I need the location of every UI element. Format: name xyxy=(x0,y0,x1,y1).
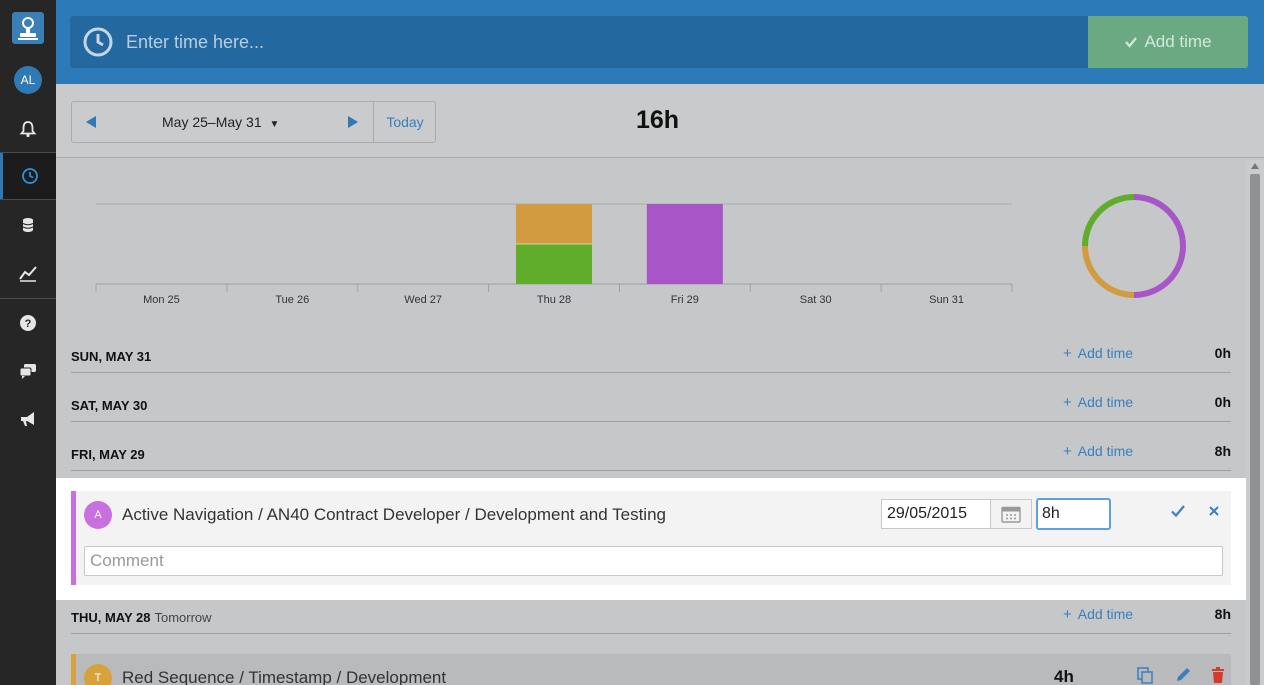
add-time-label: Add time xyxy=(1077,394,1134,410)
avatar[interactable]: AL xyxy=(14,66,42,94)
database-icon xyxy=(22,218,34,232)
project-donut-chart xyxy=(1082,194,1186,298)
sidebar-item-reports[interactable] xyxy=(0,250,56,296)
sidebar-item-help[interactable]: ? xyxy=(0,300,56,346)
day-total: 8h xyxy=(1214,606,1231,622)
add-time-label: Add time xyxy=(1077,443,1134,459)
add-time-label: Add time xyxy=(1077,606,1134,622)
scrollbar[interactable] xyxy=(1246,160,1264,685)
week-total: 16h xyxy=(636,106,680,134)
plus-icon: + xyxy=(1063,394,1072,411)
sidebar-item-projects[interactable] xyxy=(0,202,56,248)
day-label: THU, MAY 28 Tomorrow xyxy=(71,610,212,625)
plus-icon: + xyxy=(1063,345,1072,362)
next-week-icon[interactable] xyxy=(346,114,360,130)
bell-icon xyxy=(19,121,37,138)
donut-slice xyxy=(1082,194,1135,247)
sidebar: AL ? xyxy=(0,0,56,685)
project-avatar: A xyxy=(84,501,112,529)
clock-icon xyxy=(83,27,113,57)
chart-tick-label: Sun 31 xyxy=(929,294,964,306)
trash-icon[interactable] xyxy=(1210,666,1226,684)
sidebar-divider xyxy=(0,152,56,153)
chart-tick-label: Mon 25 xyxy=(143,294,180,306)
chart-tick-label: Sat 30 xyxy=(800,294,832,306)
add-time-label: Add time xyxy=(1077,345,1134,361)
week-range-label: May 25–May 31 xyxy=(162,114,262,130)
time-input[interactable] xyxy=(126,26,1066,58)
project-avatar: T xyxy=(84,664,112,685)
chart-bar xyxy=(516,204,592,244)
week-header: May 25–May 31 ▼ Today 16h xyxy=(56,84,1264,158)
scroll-up-icon[interactable] xyxy=(1251,163,1259,169)
chart-tick-label: Fri 29 xyxy=(671,294,699,306)
comment-field[interactable] xyxy=(84,546,1223,576)
donut-slice xyxy=(1133,194,1186,298)
day-total: 0h xyxy=(1214,345,1231,361)
day-add-time-link[interactable]: + Add time xyxy=(1063,394,1133,411)
megaphone-icon xyxy=(21,412,34,426)
entry-project-path[interactable]: Active Navigation / AN40 Contract Develo… xyxy=(122,505,666,524)
time-input-wrapper xyxy=(70,16,1090,68)
chart-icon xyxy=(19,266,37,282)
pencil-icon[interactable] xyxy=(1174,666,1192,684)
calendar-icon xyxy=(1001,506,1021,523)
day-row-fri: FRI, MAY 29 + Add time 8h xyxy=(71,431,1231,471)
caret-down-icon: ▼ xyxy=(269,119,280,130)
sidebar-item-notifications[interactable] xyxy=(0,106,56,152)
chart-tick-label: Tue 26 xyxy=(275,294,309,306)
scroll-thumb[interactable] xyxy=(1250,174,1260,685)
sidebar-item-feedback[interactable] xyxy=(0,348,56,394)
close-icon[interactable] xyxy=(1207,503,1221,519)
check-icon[interactable] xyxy=(1170,503,1186,519)
date-field[interactable] xyxy=(881,499,991,529)
help-icon: ? xyxy=(20,315,36,331)
calendar-button[interactable] xyxy=(990,499,1032,529)
day-sublabel: Tomorrow xyxy=(154,610,212,625)
day-add-time-link[interactable]: + Add time xyxy=(1063,443,1133,460)
today-button[interactable]: Today xyxy=(373,102,436,142)
clock-icon xyxy=(21,168,38,184)
chart-bar xyxy=(646,204,723,284)
prev-week-icon[interactable] xyxy=(84,114,98,130)
day-label: SAT, MAY 30 xyxy=(71,398,148,413)
sidebar-item-time[interactable] xyxy=(0,153,56,199)
day-add-time-link[interactable]: + Add time xyxy=(1063,345,1133,362)
edit-entry-panel: A Active Navigation / AN40 Contract Deve… xyxy=(56,478,1246,600)
plus-icon: + xyxy=(1063,606,1072,623)
chart-bar xyxy=(516,244,592,284)
day-row-sat: SAT, MAY 30 + Add time 0h xyxy=(71,382,1231,422)
day-row-thu: THU, MAY 28 Tomorrow + Add time 8h xyxy=(71,594,1231,634)
chat-icon xyxy=(19,364,36,379)
add-time-label: Add time xyxy=(1144,32,1212,51)
plus-icon: + xyxy=(1063,443,1072,460)
weekly-bar-chart: Mon 25 Tue 26 Wed 27 Thu 28 Fri 29 Sat 30 Sun … xyxy=(95,203,1013,306)
hours-field[interactable] xyxy=(1036,498,1111,530)
copy-icon[interactable] xyxy=(1136,666,1154,684)
sidebar-divider xyxy=(0,298,56,299)
sidebar-item-announcements[interactable] xyxy=(0,396,56,442)
check-icon xyxy=(1125,37,1138,48)
week-navigator: May 25–May 31 ▼ Today xyxy=(71,101,436,143)
day-total: 0h xyxy=(1214,394,1231,410)
edit-entry-form: A Active Navigation / AN40 Contract Deve… xyxy=(71,491,1231,585)
day-label: SUN, MAY 31 xyxy=(71,349,152,364)
time-entry-row[interactable]: T Red Sequence / Timestamp / Development… xyxy=(71,654,1231,685)
entry-hours: 4h xyxy=(1054,667,1074,685)
svg-text:?: ? xyxy=(25,318,32,330)
day-label: FRI, MAY 29 xyxy=(71,447,145,462)
sidebar-divider xyxy=(0,199,56,200)
day-add-time-link[interactable]: + Add time xyxy=(1063,606,1133,623)
day-row-sun: SUN, MAY 31 + Add time 0h xyxy=(71,333,1231,373)
time-entry-bar: Add time xyxy=(56,0,1264,84)
day-label-text: THU, MAY 28 xyxy=(71,610,151,625)
entry-project-path: Red Sequence / Timestamp / Development xyxy=(122,668,447,685)
day-total: 8h xyxy=(1214,443,1231,459)
add-time-button[interactable]: Add time xyxy=(1088,16,1248,68)
logo-icon[interactable] xyxy=(12,12,44,44)
donut-slice xyxy=(1082,245,1135,298)
chart-tick-label: Wed 27 xyxy=(404,294,442,306)
chart-tick-label: Thu 28 xyxy=(537,294,571,306)
week-range-select[interactable]: May 25–May 31 ▼ xyxy=(162,114,279,130)
